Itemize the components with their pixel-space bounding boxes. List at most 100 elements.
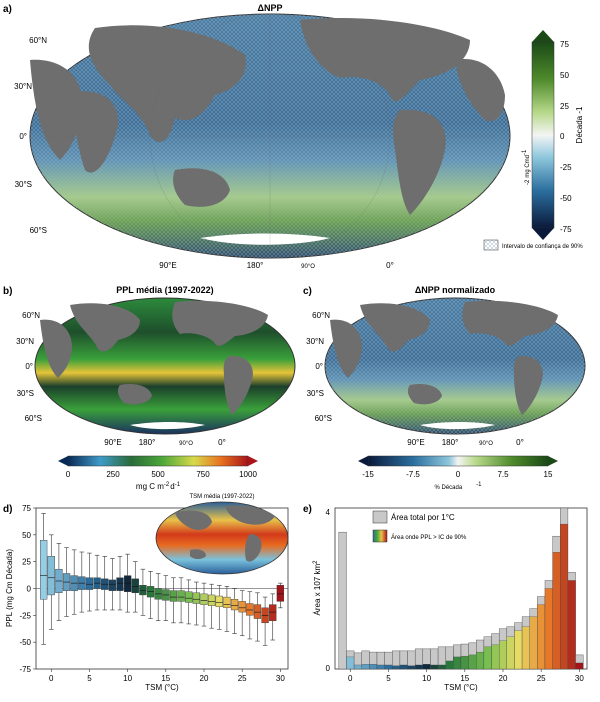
- panel-d-xlabel: TSM (°C): [145, 683, 179, 692]
- lat-label: 60°N: [312, 311, 330, 320]
- box-5: [78, 551, 86, 613]
- lat-label: 0°: [19, 132, 27, 141]
- y-tick-label: 50: [22, 531, 31, 540]
- panel-c-map: [324, 297, 586, 435]
- x-tick-label: 0: [49, 674, 54, 683]
- bar-significant: [392, 665, 401, 670]
- cbar-a-tick: 25: [560, 102, 569, 111]
- panel-e-y-top: 4: [326, 508, 331, 517]
- y-tick-label: -25: [19, 611, 31, 620]
- lat-label: 60°N: [22, 311, 40, 320]
- lat-label: 30°N: [306, 337, 324, 346]
- panel-c-lat-labels: 60°N 30°N 0° 30°S 60°S: [306, 311, 332, 423]
- box-body: [200, 593, 208, 605]
- x-tick-label: 10: [422, 674, 431, 683]
- box-7: [93, 554, 101, 611]
- bar-group-21: [498, 628, 508, 670]
- bar-group-17: [468, 642, 477, 670]
- bar-group-1: [346, 650, 355, 670]
- bar-significant: [521, 626, 530, 670]
- cbar-c-tick: 15: [544, 470, 553, 479]
- box-27: [246, 591, 254, 640]
- bar-group-30: [567, 572, 576, 670]
- box-body: [230, 599, 239, 611]
- cbar-b-tick: 750: [196, 470, 210, 479]
- box-body: [246, 603, 254, 616]
- box-16: [162, 575, 170, 622]
- cbar-a-tick: -50: [560, 194, 572, 203]
- bar-significant: [437, 664, 446, 670]
- box-22: [207, 583, 216, 629]
- box-9: [108, 558, 116, 611]
- lat-label: 30°S: [17, 389, 34, 398]
- box-body: [276, 585, 285, 602]
- panel-e-legend: Área total por 1°C Área onde PPL > IC de…: [372, 510, 467, 543]
- bar-significant: [445, 660, 454, 670]
- panel-b-lon-labels: 90°E 180° 90°O 0°: [104, 438, 226, 447]
- lon-label: 90°O: [479, 441, 493, 447]
- bar-significant: [544, 588, 553, 670]
- lon-label: 0°: [218, 438, 226, 447]
- lon-label: 180°: [139, 438, 156, 447]
- bar-significant: [499, 640, 507, 670]
- bar-group-29: [560, 507, 569, 670]
- lon-label: 0°: [386, 261, 394, 270]
- cbar-b-tick: 0: [66, 470, 71, 479]
- bar-significant: [468, 654, 477, 670]
- cbar-a-tick: -25: [560, 163, 572, 172]
- x-tick-label: 5: [87, 674, 92, 683]
- panel-e-letter: e): [303, 504, 312, 515]
- cbar-c-tick: 0: [456, 470, 461, 479]
- cbar-a-label-left: -2mg Cmd-1: [522, 149, 531, 185]
- bar-group-4: [369, 651, 378, 670]
- panel-c-lon-labels: 90°E 180° 90°O 0°: [407, 438, 524, 447]
- panel-c-title: ΔNPP normalizado: [415, 285, 496, 295]
- lon-label: 180°: [442, 438, 459, 447]
- bar-significant: [460, 655, 469, 670]
- box-11: [123, 553, 132, 613]
- bar-group-14: [445, 646, 454, 670]
- bar-significant: [567, 580, 576, 670]
- box-13: [139, 568, 147, 616]
- x-tick-label: 15: [460, 674, 469, 683]
- bar-group-25: [529, 608, 538, 670]
- box-28: [253, 592, 262, 642]
- bar-group-5: [376, 651, 385, 670]
- box-18: [177, 577, 185, 624]
- cbar-b-tick: 250: [106, 470, 120, 479]
- box-body: [177, 590, 185, 602]
- bar-significant: [575, 662, 584, 670]
- lon-label: 90°E: [104, 438, 121, 447]
- panel-e-xlabel: TSM (°C): [444, 683, 478, 692]
- bar-group-27: [544, 580, 553, 670]
- x-tick-label: 10: [123, 674, 132, 683]
- box-body: [116, 577, 124, 591]
- bar-significant: [483, 646, 492, 670]
- x-tick-label: 25: [537, 674, 546, 683]
- bar-total: [338, 531, 347, 670]
- panel-d-y-ticks: 75 50 25 0 -25 -50 -75: [19, 504, 36, 674]
- bar-significant: [537, 604, 546, 670]
- cbar-a-label-right: Década -1: [575, 106, 584, 143]
- lon-label: 180°: [247, 261, 264, 270]
- box-21: [200, 582, 208, 627]
- lon-label: 0°: [516, 438, 524, 447]
- lat-label: 0°: [25, 362, 33, 371]
- bar-group-16: [460, 643, 469, 670]
- bar-significant: [430, 664, 439, 670]
- bar-group-20: [491, 633, 500, 670]
- cbar-a-tick: 75: [560, 40, 569, 49]
- bar-group-23: [514, 622, 523, 670]
- bar-significant: [552, 552, 561, 670]
- lat-label: 30°S: [15, 180, 32, 189]
- lat-label: 60°N: [29, 36, 47, 45]
- bar-group-18: [476, 639, 485, 670]
- y-tick-label: 0: [27, 585, 32, 594]
- lat-label: 60°S: [315, 414, 332, 423]
- x-tick-label: 20: [200, 674, 209, 683]
- lon-label: 90°O: [301, 264, 315, 270]
- cbar-c-tick: -15: [362, 470, 374, 479]
- panel-b-title: PPL média (1997-2022): [116, 285, 213, 295]
- box-30: [269, 593, 277, 641]
- box-31: [276, 582, 285, 609]
